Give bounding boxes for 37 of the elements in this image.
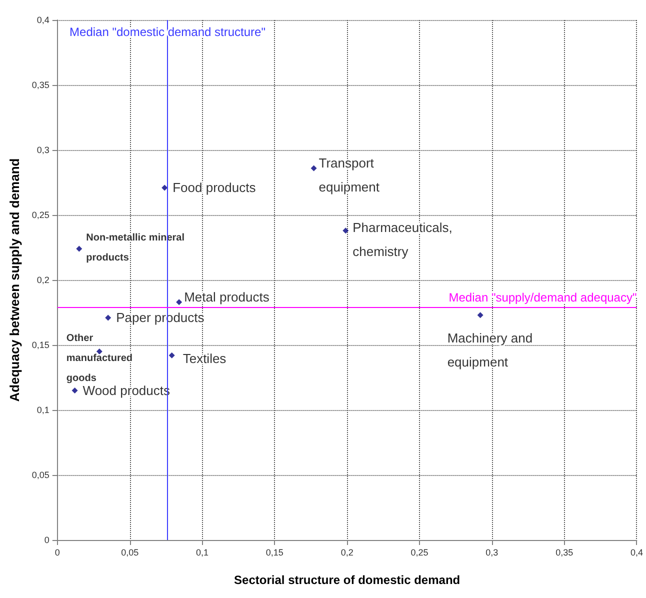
x-tick-label: 0,4 bbox=[630, 548, 643, 558]
y-tick-label: 0,2 bbox=[36, 275, 50, 285]
y-tick-label: 0,25 bbox=[32, 210, 50, 220]
x-tick-label: 0,35 bbox=[556, 548, 574, 558]
x-tick-label: 0,2 bbox=[340, 548, 354, 558]
ref-line-label: Median "supply/demand adequacy" bbox=[448, 290, 637, 304]
y-tick-label: 0,35 bbox=[32, 80, 50, 90]
series-label: Transport equipment bbox=[318, 156, 380, 195]
x-axis-title: Sectorial structure of domestic demand bbox=[234, 573, 460, 587]
point bbox=[105, 314, 112, 321]
y-tick-label: 0,15 bbox=[32, 340, 50, 350]
point bbox=[176, 299, 182, 306]
y-tick-label: 0,4 bbox=[36, 15, 50, 25]
y-tick-label: 0,05 bbox=[32, 470, 50, 480]
x-tick-label: 0,1 bbox=[196, 548, 209, 558]
point bbox=[76, 246, 82, 252]
text: Machinery and equipment bbox=[447, 330, 536, 370]
x-tick-label: 0,3 bbox=[486, 548, 498, 558]
ref-line-label: Median "domestic demand structure" bbox=[70, 25, 266, 39]
series-label: Metal products bbox=[184, 290, 270, 305]
series-label: Textiles bbox=[182, 350, 227, 366]
x-tick-label: 0,25 bbox=[410, 548, 428, 558]
x-tick-label: 0,15 bbox=[266, 548, 284, 558]
y-tick-label: 0 bbox=[44, 535, 50, 545]
x-tick-label: 0,05 bbox=[121, 548, 139, 558]
point bbox=[72, 388, 78, 394]
y-tick-label: 0,1 bbox=[36, 405, 50, 415]
point bbox=[477, 312, 484, 318]
point bbox=[342, 228, 349, 234]
x-tick-label: 0 bbox=[54, 548, 60, 558]
point bbox=[168, 352, 175, 358]
series-label: Pharmaceuticals, chemistry bbox=[352, 220, 456, 260]
y-tick-label: 0,3 bbox=[36, 145, 50, 155]
series-label: Other manufactured goods bbox=[66, 333, 136, 384]
point bbox=[310, 165, 317, 172]
y-axis-title: Adequacy between supply and demand bbox=[7, 158, 22, 402]
series-label: Food products bbox=[172, 180, 256, 196]
